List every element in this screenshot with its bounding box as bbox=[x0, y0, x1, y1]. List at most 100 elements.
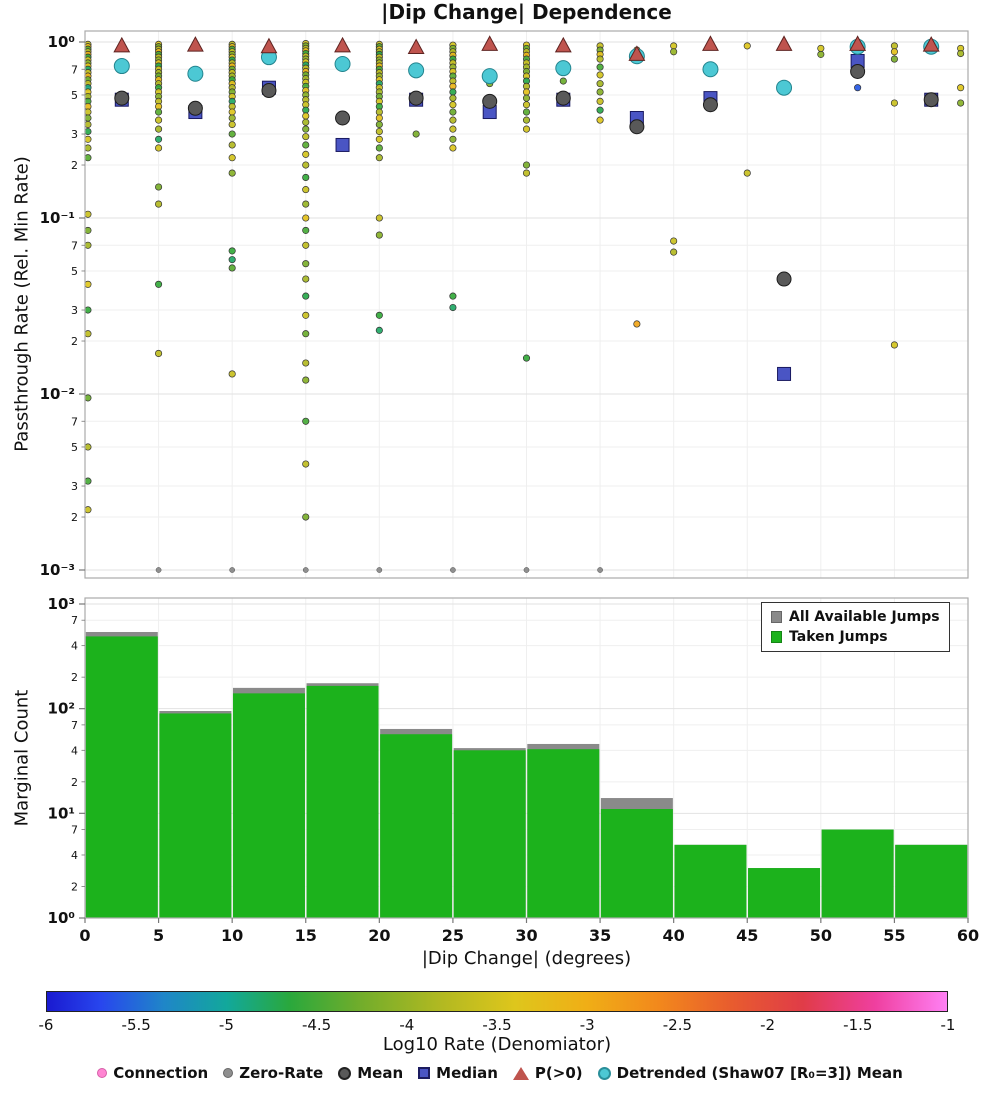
mean-marker bbox=[850, 63, 866, 79]
rate-dot bbox=[155, 125, 163, 133]
rate-dot bbox=[412, 130, 420, 138]
rate-dot bbox=[228, 141, 236, 149]
colorbar-tick-label: -5 bbox=[218, 1016, 234, 1034]
colorbar-tick-label: -3 bbox=[579, 1016, 595, 1034]
colorbar-tick-label: -3.5 bbox=[482, 1016, 512, 1034]
connection-label: Connection bbox=[113, 1064, 209, 1082]
bar-taken bbox=[380, 734, 453, 918]
rate-dot bbox=[596, 106, 604, 114]
rate-dot bbox=[302, 311, 310, 319]
tick-label: 7 bbox=[71, 415, 78, 428]
rate-dot bbox=[522, 108, 531, 116]
rate-dot bbox=[596, 116, 604, 124]
rate-dot bbox=[375, 127, 383, 136]
rate-dot bbox=[84, 506, 92, 514]
mean-marker bbox=[482, 93, 498, 109]
rate-dot bbox=[302, 112, 310, 120]
mean-circle-icon bbox=[338, 1066, 352, 1080]
scatter-points bbox=[84, 39, 965, 521]
rate-dot bbox=[302, 226, 310, 234]
mean-marker bbox=[261, 83, 277, 99]
zero-rate-dot bbox=[450, 567, 456, 573]
rate-dot bbox=[559, 77, 567, 85]
median-square-icon bbox=[418, 1067, 431, 1079]
colorbar-tick-label: -2 bbox=[760, 1016, 776, 1034]
detrended-label: Detrended (Shaw07 [R₀=3]) Mean bbox=[616, 1064, 903, 1082]
rate-dot bbox=[596, 55, 604, 63]
taken-jumps-label: Taken Jumps bbox=[789, 629, 888, 645]
rate-dot bbox=[302, 275, 310, 283]
mean-marker bbox=[555, 90, 571, 106]
rate-dot bbox=[302, 260, 310, 268]
available-jumps-label: All Available Jumps bbox=[789, 609, 940, 625]
rate-dot bbox=[890, 48, 898, 56]
rate-dot bbox=[302, 359, 310, 367]
rate-dot bbox=[375, 154, 383, 162]
rate-dot bbox=[375, 311, 383, 319]
rate-dot bbox=[375, 108, 383, 116]
bar-taken bbox=[159, 713, 232, 918]
zero-rate-dot bbox=[155, 567, 162, 573]
rate-dot bbox=[449, 108, 457, 116]
tick-label: 5 bbox=[71, 89, 78, 102]
rate-dot bbox=[302, 200, 310, 208]
tick-label: 7 bbox=[71, 239, 78, 252]
tick-label: 2 bbox=[71, 880, 78, 893]
legend-item-p-gt0: P(>0) bbox=[512, 1064, 583, 1082]
legend-item-zero-rate: Zero-Rate bbox=[223, 1064, 323, 1082]
bar-taken bbox=[821, 829, 894, 918]
rate-dot bbox=[743, 42, 751, 50]
rate-dot bbox=[449, 135, 457, 143]
tick-label: 5 bbox=[153, 926, 164, 945]
rate-dot bbox=[155, 200, 163, 208]
rate-dot bbox=[957, 84, 965, 92]
rate-dot bbox=[84, 127, 92, 136]
p-gt0-markers bbox=[113, 35, 940, 61]
p-gt0-marker bbox=[407, 38, 425, 55]
rate-dot bbox=[228, 114, 236, 122]
figure-title: |Dip Change| Dependence bbox=[381, 0, 672, 24]
rate-dot bbox=[522, 161, 531, 169]
rate-dot bbox=[302, 125, 310, 133]
bar-taken bbox=[748, 868, 821, 918]
rate-dot bbox=[84, 280, 92, 288]
detrended-mean-marker bbox=[113, 58, 130, 75]
tick-label: 15 bbox=[295, 926, 317, 945]
rate-dot bbox=[228, 154, 236, 162]
zero-rate-dot-icon bbox=[223, 1068, 234, 1078]
p-gt0-marker bbox=[775, 35, 793, 51]
rate-dot bbox=[155, 135, 163, 143]
p-gt0-marker bbox=[554, 36, 572, 53]
rate-dot bbox=[84, 330, 92, 338]
rate-dot bbox=[302, 141, 310, 149]
rate-dot bbox=[670, 237, 678, 245]
tick-label: 10³ bbox=[48, 595, 75, 613]
tick-label: 30 bbox=[515, 926, 537, 945]
tick-label: 2 bbox=[71, 335, 78, 348]
mean-marker bbox=[114, 90, 130, 106]
rate-dot bbox=[84, 108, 92, 116]
bar-taken bbox=[232, 693, 305, 918]
connection-dot-icon bbox=[97, 1068, 108, 1078]
tick-label: 10⁻³ bbox=[40, 561, 75, 579]
rate-dot bbox=[449, 125, 457, 133]
tick-label: 50 bbox=[810, 926, 832, 945]
rate-dot bbox=[449, 144, 457, 152]
rate-dot bbox=[228, 108, 236, 116]
mean-marker bbox=[187, 100, 203, 116]
rate-dot bbox=[449, 88, 457, 96]
detrended-mean-marker bbox=[408, 62, 425, 79]
zero-rate-dot bbox=[597, 567, 603, 573]
rate-dot bbox=[84, 114, 92, 122]
rate-dot bbox=[228, 370, 236, 378]
rate-dot bbox=[155, 144, 163, 152]
tick-label: 4 bbox=[71, 640, 78, 653]
tick-label: 7 bbox=[71, 63, 78, 76]
rate-dot bbox=[84, 226, 92, 234]
detrended-mean-marker bbox=[776, 79, 793, 96]
p-gt0-marker bbox=[334, 36, 351, 53]
rate-dot bbox=[375, 135, 383, 143]
colorbar-tick-label: -5.5 bbox=[121, 1016, 151, 1034]
rate-dot bbox=[84, 154, 92, 162]
tick-label: 3 bbox=[71, 128, 78, 141]
